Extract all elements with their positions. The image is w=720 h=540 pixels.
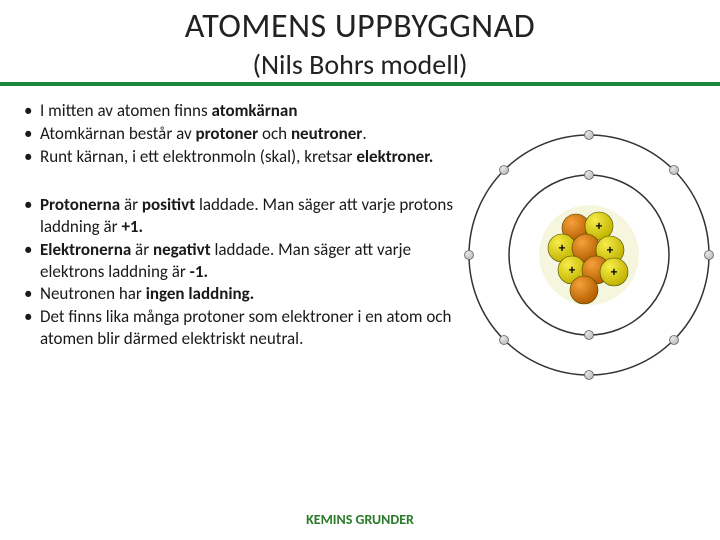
page-title: ATOMENS UPPBYGGNAD — [0, 6, 720, 47]
bullet-item: Elektronerna är negativt laddade. Man sä… — [18, 239, 458, 283]
svg-text:+: + — [611, 265, 618, 280]
svg-text:+: + — [569, 263, 576, 278]
bullet-item: Det finns lika många protoner som elektr… — [18, 306, 458, 350]
bullet-group-2: Protonerna är positivt laddade. Man säge… — [18, 194, 458, 349]
page-subtitle: (Nils Bohrs modell) — [0, 47, 720, 86]
bullet-item: Atomkärnan består av protoner och neutro… — [18, 123, 458, 145]
bullet-item: I mitten av atomen finns atomkärnan — [18, 100, 458, 122]
svg-text:+: + — [559, 241, 566, 256]
svg-text:+: + — [596, 219, 603, 234]
bullet-item: Protonerna är positivt laddade. Man säge… — [18, 194, 458, 238]
footer-text: KEMINS GRUNDER — [0, 511, 720, 528]
atom-diagram: +++++ — [464, 130, 714, 380]
bullet-content: I mitten av atomen finns atomkärnanAtomk… — [18, 100, 458, 351]
bullet-group-1: I mitten av atomen finns atomkärnanAtomk… — [18, 100, 458, 167]
bullet-item: Neutronen har ingen laddning. — [18, 283, 458, 305]
svg-text:+: + — [607, 243, 614, 258]
bullet-item: Runt kärnan, i ett elektronmoln (skal), … — [18, 146, 458, 168]
